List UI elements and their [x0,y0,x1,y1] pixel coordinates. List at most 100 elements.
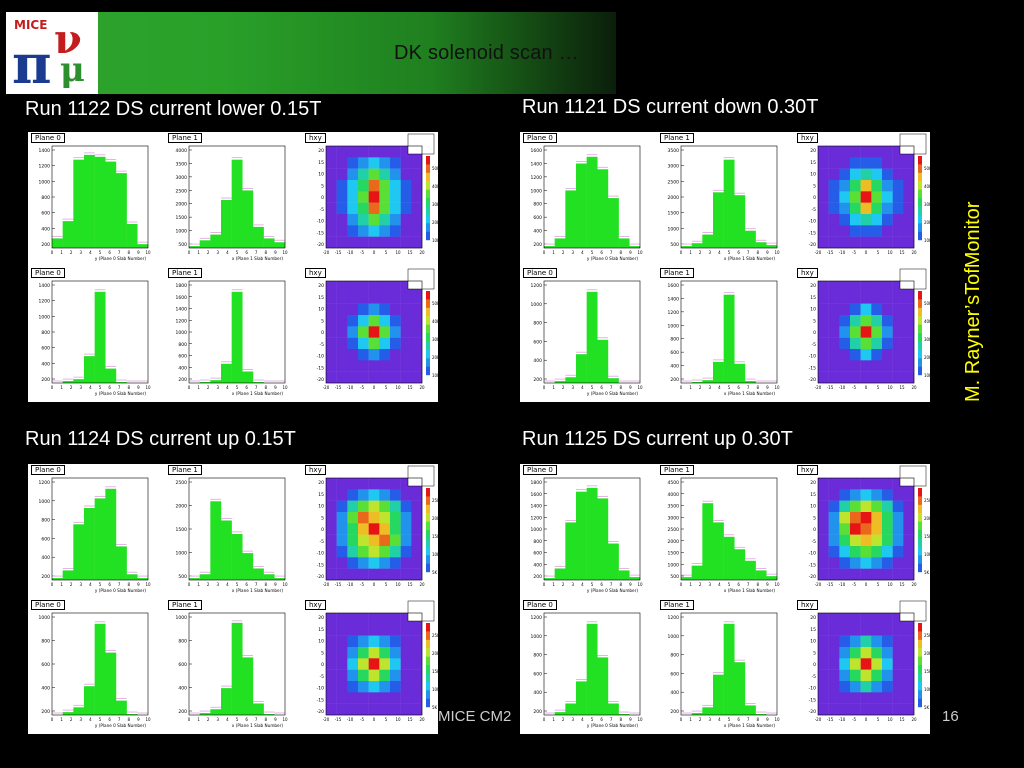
hitmap-cell [400,191,412,203]
hitmap-cell [850,292,861,304]
hitmap-cell [882,349,893,361]
tick-label: 800 [178,342,187,348]
hitmap-cell [882,214,893,226]
tick-label: 600 [41,346,50,352]
hitmap-cell [850,180,861,192]
plot-label: Plane 0 [523,133,557,143]
tick-label: 800 [41,195,50,201]
tick-label: 7 [255,385,258,390]
hitmap-cell [839,371,851,384]
hitmap-cell [390,202,401,215]
tick-label: 15 [810,295,816,301]
hitmap-cell [860,157,872,169]
hitmap-cell [850,478,861,490]
plot-label: Plane 1 [660,600,694,610]
hitmap-cell [411,669,423,682]
hitmap-cell [411,315,423,327]
histogram-bar [554,712,566,715]
hitmap-cell [390,557,401,569]
tick-label: 9 [629,385,632,390]
hitmap-cell [903,489,915,501]
tick-label: 200 [533,377,542,383]
hitmap-cell [358,214,369,226]
tick-label: -5 [812,207,817,213]
hitmap-cell [828,146,840,158]
histogram-bar [755,242,767,248]
tick-label: 1 [60,250,63,255]
hitmap-cell [871,371,883,384]
histogram-bar [723,159,735,248]
hitmap-cell [368,613,380,625]
tick-label: 6 [245,250,248,255]
tick-label: 5 [591,385,594,390]
color-scale-segment [918,231,922,241]
hitmap-cell [850,557,861,569]
hitmap-cell [336,534,348,547]
logo-pi-glyph: π [12,32,52,94]
hitmap-cell [850,225,861,237]
histogram-bar [597,169,609,248]
histogram-plot: 1600 1400 1200 1000 800 600 400 200 0 1 2 3 4 5 6 7 8 9 10… [657,267,793,401]
tick-label: 4 [718,250,721,255]
tick-label: 1 [689,250,692,255]
hitmap-cell [379,202,391,215]
hitmap-cell [411,647,423,659]
hitmap-cell [358,613,369,625]
tick-label: 3 [80,250,83,255]
hitmap-cell [871,692,883,704]
histogram-bar [263,574,275,580]
hitmap-cell [336,557,348,569]
plot-frame [51,145,149,249]
hitmap-cell [828,371,840,384]
hitmap-cell [358,349,369,361]
hitmap-cell [358,512,369,524]
tick-label: 6 [600,582,603,587]
hitmap-cell [358,568,369,581]
hitmap-cell [828,236,840,249]
hitmap-cell [358,692,369,704]
tick-label: 0 [373,717,376,722]
hitmap-cell [379,337,391,350]
hitmap-cell [818,647,829,659]
hitmap-cell [326,478,337,490]
tick-label: -20 [815,717,822,722]
tick-label: 4 [718,385,721,390]
hitmap-cell [411,180,423,192]
hitmap-cell [860,512,872,524]
tick-label: 5 [813,650,816,656]
hitmap-cell [839,703,851,716]
color-scale-segment [426,231,430,241]
hitmap-cell [882,613,893,625]
tick-label: 8 [620,717,623,722]
tick-label: 5 [321,183,324,189]
hitmap-cell [818,214,829,226]
histogram-plot: 1000 800 600 400 200 0 1 2 3 4 5 6 7 8 9 10 x (Plane 1 S… [165,599,301,733]
hitmap-cell [326,512,337,524]
tick-label: -20 [323,717,330,722]
x-axis-label: x (Plane 1 Slab Number) [232,723,283,728]
hitmap-cell [828,281,840,293]
hitmap-cell [336,624,348,636]
hitmap-cell [358,191,369,203]
hitmap-cell [839,500,851,513]
histogram-bar [84,508,95,580]
hitmap-cell [828,523,840,535]
tick-label: 1000 [176,615,188,621]
hitmap-cell [336,214,348,226]
histogram-bar [576,681,587,715]
tick-label: 2 [562,250,565,255]
tick-label: -10 [839,717,846,722]
hitmap-cell [903,534,915,547]
hitmap-cell [818,315,829,327]
hitmap-cell [390,349,401,361]
hitmap-cell [903,337,915,350]
tick-label: 6 [108,385,111,390]
hitmap-cell [358,489,369,501]
hitmap-cell [839,557,851,569]
tick-label: 1 [552,250,555,255]
color-scale-segment [426,673,430,682]
tick-label: 7 [610,582,613,587]
hitmap-cell [839,658,851,670]
tick-label: 10 [318,172,324,178]
tick-label: 10 [395,582,401,587]
